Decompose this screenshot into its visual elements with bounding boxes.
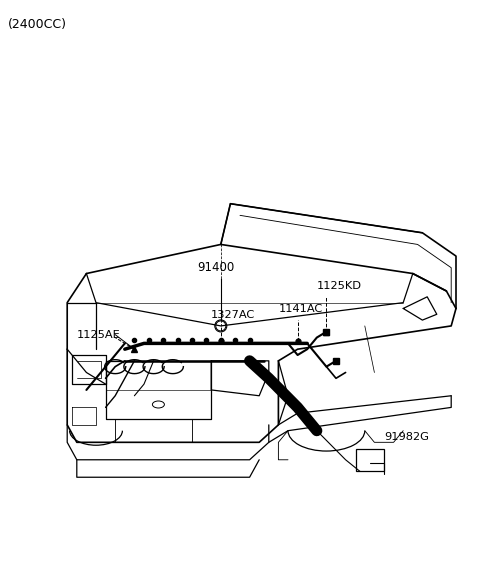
- Text: 91400: 91400: [197, 261, 234, 274]
- Text: 91982G: 91982G: [384, 432, 429, 442]
- Text: 1327AC: 1327AC: [211, 310, 255, 320]
- Text: 1125KD: 1125KD: [317, 281, 362, 291]
- Text: 1125AE: 1125AE: [77, 329, 120, 340]
- Text: (2400CC): (2400CC): [8, 18, 67, 31]
- Text: 1141AC: 1141AC: [278, 304, 323, 314]
